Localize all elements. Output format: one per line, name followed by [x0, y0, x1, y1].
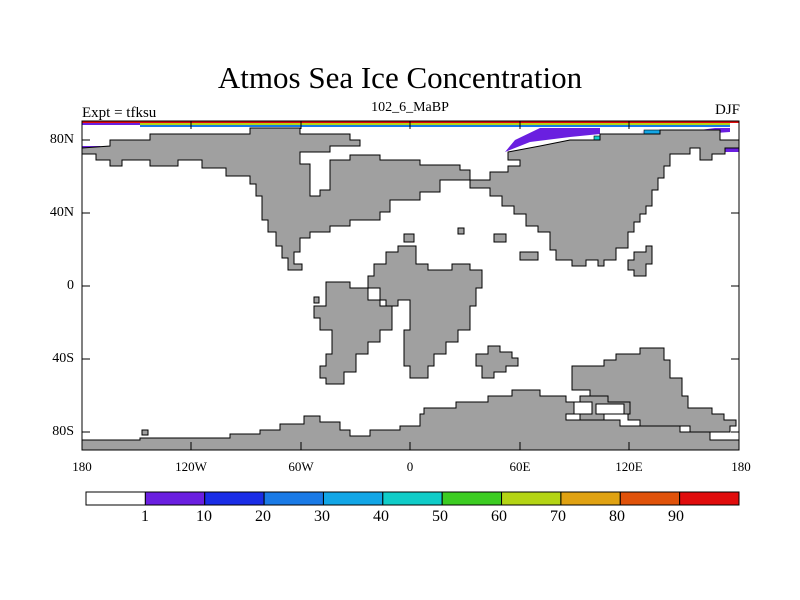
x-tick-60w: 60W [288, 459, 314, 474]
colorbar-label-80: 80 [609, 508, 625, 525]
sea-ice-band-purple-left [82, 123, 140, 125]
colorbar-swatch-4 [322, 491, 384, 506]
colorbar-label-60: 60 [491, 508, 507, 525]
season-label: DJF [714, 102, 740, 118]
island-mediterranean-2 [457, 227, 465, 235]
x-tick-0: 0 [406, 459, 414, 474]
island-mediterranean-1 [403, 233, 415, 243]
island-south-pacific [141, 429, 149, 436]
colorbar-swatch-3 [263, 491, 324, 506]
colorbar-label-30: 30 [314, 508, 330, 525]
landmass-indian-block [475, 345, 519, 379]
sea-ice-band-blue [140, 125, 730, 127]
colorbar [85, 491, 740, 506]
island-india-shelf [519, 251, 539, 261]
y-tick-40s: 40S [52, 351, 74, 366]
y-tick-0: 0 [67, 278, 74, 293]
landmass-africa [367, 245, 483, 379]
x-tick-120w: 120W [175, 459, 207, 474]
landmass-north-america [81, 127, 471, 271]
landmass-eurasia [469, 129, 740, 267]
colorbar-swatch-5 [382, 491, 443, 506]
period-label: 102_6_MaBP [371, 100, 449, 115]
island-atlantic [313, 296, 320, 304]
colorbar-swatch-0 [85, 491, 146, 506]
plot-title: Atmos Sea Ice Concentration [217, 60, 583, 95]
axis-ticks [82, 121, 739, 450]
colorbar-swatch-6 [441, 491, 503, 506]
colorbar-swatch-7 [501, 491, 562, 506]
colorbar-swatch-2 [204, 491, 265, 506]
x-tick-180e: 180 [731, 459, 751, 474]
colorbar-label-20: 20 [255, 508, 271, 525]
colorbar-label-1: 1 [141, 508, 149, 525]
sea-ice-band-yellow [140, 123, 730, 125]
y-tick-80s: 80S [52, 424, 74, 439]
experiment-label: Expt = tfksu [82, 105, 157, 121]
sea-ice-purple-siberia [505, 128, 600, 152]
colorbar-swatch-10 [679, 491, 740, 506]
colorbar-swatch-8 [560, 491, 621, 506]
x-tick-120e: 120E [615, 459, 643, 474]
colorbar-label-70: 70 [550, 508, 566, 525]
x-tick-60e: 60E [509, 459, 531, 474]
colorbar-swatch-1 [144, 491, 206, 506]
colorbar-label-40: 40 [373, 508, 389, 525]
x-tick-180w: 180 [72, 459, 92, 474]
colorbar-label-10: 10 [196, 508, 212, 525]
lake-antarctica-1 [573, 401, 593, 415]
island-caspian [493, 233, 507, 243]
y-tick-40n: 40N [49, 205, 74, 220]
map-panel [81, 120, 740, 451]
colorbar-label-90: 90 [668, 508, 684, 525]
colorbar-swatch-9 [619, 491, 681, 506]
landmass-east-islands [627, 245, 653, 277]
colorbar-label-50: 50 [432, 508, 448, 525]
y-tick-80n: 80N [49, 132, 74, 147]
lake-antarctica-2 [595, 403, 625, 415]
